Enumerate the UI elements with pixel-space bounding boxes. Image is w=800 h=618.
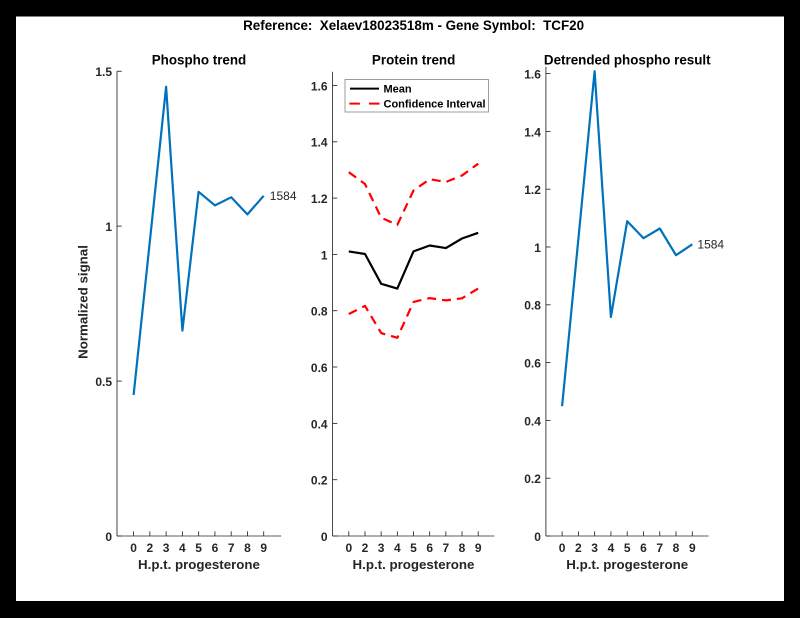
- svg-text:6: 6: [640, 541, 647, 555]
- svg-text:3: 3: [378, 541, 385, 555]
- svg-text:0.8: 0.8: [524, 299, 541, 313]
- svg-text:3: 3: [163, 541, 170, 555]
- svg-text:3: 3: [591, 541, 598, 555]
- svg-text:0: 0: [321, 530, 328, 544]
- svg-text:5: 5: [195, 541, 202, 555]
- svg-text:1.4: 1.4: [524, 125, 541, 139]
- svg-text:4: 4: [394, 541, 401, 555]
- svg-text:5: 5: [624, 541, 631, 555]
- svg-text:4: 4: [179, 541, 186, 555]
- svg-text:Mean: Mean: [384, 84, 412, 96]
- svg-text:1584: 1584: [697, 237, 724, 251]
- svg-text:0.4: 0.4: [311, 417, 328, 431]
- svg-text:4: 4: [608, 541, 615, 555]
- svg-text:1.2: 1.2: [311, 192, 328, 206]
- svg-text:0: 0: [534, 530, 541, 544]
- svg-text:H.p.t. progesterone: H.p.t. progesterone: [566, 557, 688, 572]
- svg-text:Normalized signal: Normalized signal: [76, 245, 91, 359]
- svg-text:0: 0: [105, 530, 112, 544]
- svg-text:0.2: 0.2: [311, 474, 328, 488]
- svg-text:0.6: 0.6: [524, 357, 541, 371]
- svg-text:0: 0: [130, 541, 137, 555]
- svg-text:1584: 1584: [270, 189, 297, 203]
- svg-text:6: 6: [212, 541, 219, 555]
- svg-text:2: 2: [362, 541, 369, 555]
- svg-text:7: 7: [228, 541, 235, 555]
- svg-text:8: 8: [459, 541, 466, 555]
- svg-text:1: 1: [105, 220, 112, 234]
- svg-text:5: 5: [410, 541, 417, 555]
- svg-text:H.p.t. progesterone: H.p.t. progesterone: [138, 557, 260, 572]
- svg-text:2: 2: [147, 541, 154, 555]
- svg-text:0.6: 0.6: [311, 361, 328, 375]
- svg-text:8: 8: [244, 541, 251, 555]
- svg-text:Confidence Interval: Confidence Interval: [384, 99, 486, 111]
- svg-text:1: 1: [534, 241, 541, 255]
- svg-text:1.5: 1.5: [95, 65, 112, 79]
- svg-text:1.6: 1.6: [311, 79, 328, 93]
- svg-text:9: 9: [475, 541, 482, 555]
- svg-text:6: 6: [426, 541, 433, 555]
- svg-text:9: 9: [689, 541, 696, 555]
- svg-text:0: 0: [559, 541, 566, 555]
- svg-text:2: 2: [575, 541, 582, 555]
- svg-text:H.p.t. progesterone: H.p.t. progesterone: [353, 557, 475, 572]
- svg-text:Reference: Xelaev18023518m -: Reference: Xelaev18023518m - Gene Symbol…: [243, 18, 584, 33]
- svg-text:Phospho trend: Phospho trend: [152, 52, 246, 67]
- svg-text:0.8: 0.8: [311, 305, 328, 319]
- svg-text:0: 0: [345, 541, 352, 555]
- svg-text:1.6: 1.6: [524, 68, 541, 82]
- svg-text:0.4: 0.4: [524, 414, 541, 428]
- svg-text:7: 7: [443, 541, 450, 555]
- svg-text:9: 9: [260, 541, 267, 555]
- svg-text:0.2: 0.2: [524, 472, 541, 486]
- svg-text:1.2: 1.2: [524, 183, 541, 197]
- svg-text:Detrended phospho result: Detrended phospho result: [544, 52, 711, 67]
- svg-text:Protein trend: Protein trend: [372, 52, 455, 67]
- svg-text:0.5: 0.5: [95, 375, 112, 389]
- svg-text:7: 7: [656, 541, 663, 555]
- svg-text:1.4: 1.4: [311, 136, 328, 150]
- svg-text:1: 1: [321, 248, 328, 262]
- svg-text:8: 8: [673, 541, 680, 555]
